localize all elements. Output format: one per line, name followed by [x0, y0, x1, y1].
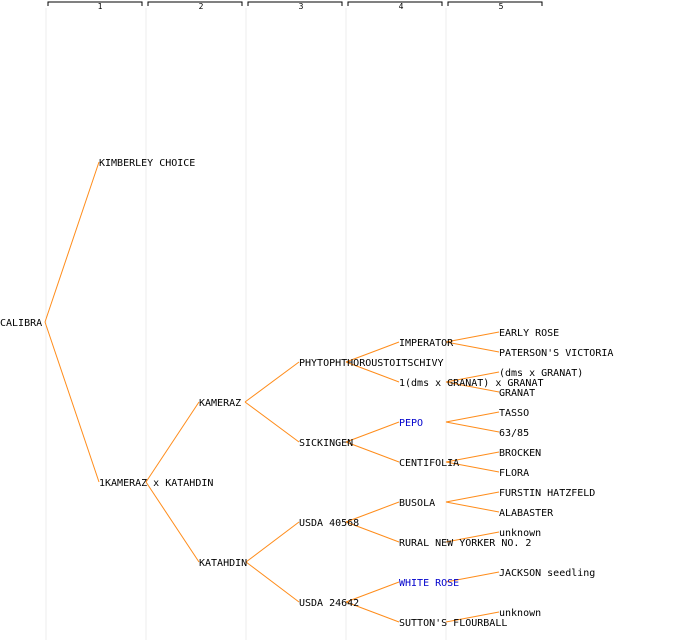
edge-calibra-kameraz-katahdin	[44, 321, 100, 483]
node-patersons-victoria[interactable]: PATERSON'S VICTORIA	[499, 348, 613, 359]
generation-number-1: 1	[98, 2, 103, 11]
generation-bracket-5	[447, 1, 543, 6]
edge-rural-unknown	[445, 531, 500, 543]
edge-calibra-kimberley	[44, 161, 100, 323]
node-busola[interactable]: BUSOLA	[399, 498, 435, 509]
edge-kameraz-phytophthora	[244, 361, 300, 403]
edge-centifolia-flora	[445, 461, 500, 473]
edge-busola-alabaster	[445, 501, 500, 513]
node-centifolia[interactable]: CENTIFOLIA	[399, 458, 459, 469]
pedigree-edges	[44, 161, 500, 623]
edge-dmscross-granat	[445, 381, 500, 393]
node-alabaster[interactable]: ALABASTER	[499, 508, 554, 519]
generation-headers: 1 2 3 4 5	[47, 1, 543, 11]
edge-phytophthora-dms-cross	[345, 361, 400, 383]
node-unknown-2[interactable]: unknown	[499, 608, 541, 619]
node-pepo[interactable]: PEPO	[399, 418, 423, 429]
edge-centifolia-brocken	[445, 451, 500, 463]
edge-sickingen-pepo	[345, 421, 400, 443]
edge-dmscross-dmsgranat	[445, 371, 500, 383]
edge-cross-katahdin	[145, 481, 200, 563]
node-brocken[interactable]: BROCKEN	[499, 448, 541, 459]
edge-sutton-unknown	[445, 611, 500, 623]
generation-number-4: 4	[399, 2, 404, 11]
edge-imperator-earlyrose	[445, 331, 500, 343]
node-flora[interactable]: FLORA	[499, 468, 529, 479]
node-sickingen[interactable]: SICKINGEN	[299, 438, 353, 449]
edge-pepo-tasso	[445, 411, 500, 423]
edge-phytophthora-imperator	[345, 341, 400, 363]
node-calibra[interactable]: CALIBRA	[0, 318, 42, 329]
edge-cross-kameraz	[145, 401, 200, 483]
generation-bracket-4	[347, 1, 443, 6]
node-63-85[interactable]: 63/85	[499, 428, 529, 439]
pedigree-labels: CALIBRA KIMBERLEY CHOICE 1KAMERAZ x KATA…	[0, 158, 613, 629]
node-usda-40568[interactable]: USDA 40568	[299, 518, 359, 529]
node-dms-x-granat[interactable]: (dms x GRANAT)	[499, 368, 583, 379]
generation-bracket-2	[147, 1, 243, 6]
generation-gridlines	[45, 8, 447, 640]
generation-number-2: 2	[199, 2, 204, 11]
node-dms-granat-cross[interactable]: 1(dms x GRANAT) x GRANAT	[399, 378, 544, 389]
node-phytophthoroustoitschivy[interactable]: PHYTOPHTHOROUSTOITSCHIVY	[299, 358, 444, 369]
node-granat[interactable]: GRANAT	[499, 388, 535, 399]
edge-whiterose-jackson	[445, 571, 500, 583]
node-white-rose[interactable]: WHITE ROSE	[399, 578, 459, 589]
edge-sickingen-centifolia	[345, 441, 400, 463]
edge-pepo-6385	[445, 421, 500, 433]
node-tasso[interactable]: TASSO	[499, 408, 529, 419]
node-usda-24642[interactable]: USDA 24642	[299, 598, 359, 609]
generation-number-3: 3	[299, 2, 304, 11]
node-furstin-hatzfeld[interactable]: FURSTIN HATZFELD	[499, 488, 595, 499]
node-imperator[interactable]: IMPERATOR	[399, 338, 454, 349]
node-suttons-flourball[interactable]: SUTTON'S FLOURBALL	[399, 618, 507, 629]
node-early-rose[interactable]: EARLY ROSE	[499, 328, 559, 339]
edge-katahdin-usda24642	[245, 561, 300, 603]
generation-bracket-1	[47, 1, 143, 6]
edge-kameraz-sickingen	[244, 401, 300, 443]
node-unknown-1[interactable]: unknown	[499, 528, 541, 539]
node-jackson-seedling[interactable]: JACKSON seedling	[499, 568, 595, 579]
edge-usda24642-whiterose	[345, 581, 400, 603]
edge-usda40568-busola	[345, 501, 400, 523]
node-rural-new-yorker-no-2[interactable]: RURAL NEW YORKER NO. 2	[399, 538, 531, 549]
edge-katahdin-usda40568	[245, 521, 300, 563]
node-kameraz[interactable]: KAMERAZ	[199, 398, 241, 409]
generation-number-5: 5	[499, 2, 504, 11]
edge-busola-furstin	[445, 491, 500, 503]
edge-usda40568-rural	[345, 521, 400, 543]
generation-bracket-3	[247, 1, 343, 6]
node-kimberley-choice[interactable]: KIMBERLEY CHOICE	[99, 158, 195, 169]
edge-usda24642-sutton	[345, 601, 400, 623]
edge-imperator-paterson	[445, 341, 500, 353]
node-kameraz-x-katahdin[interactable]: 1KAMERAZ x KATAHDIN	[99, 478, 213, 489]
node-katahdin[interactable]: KATAHDIN	[199, 558, 247, 569]
